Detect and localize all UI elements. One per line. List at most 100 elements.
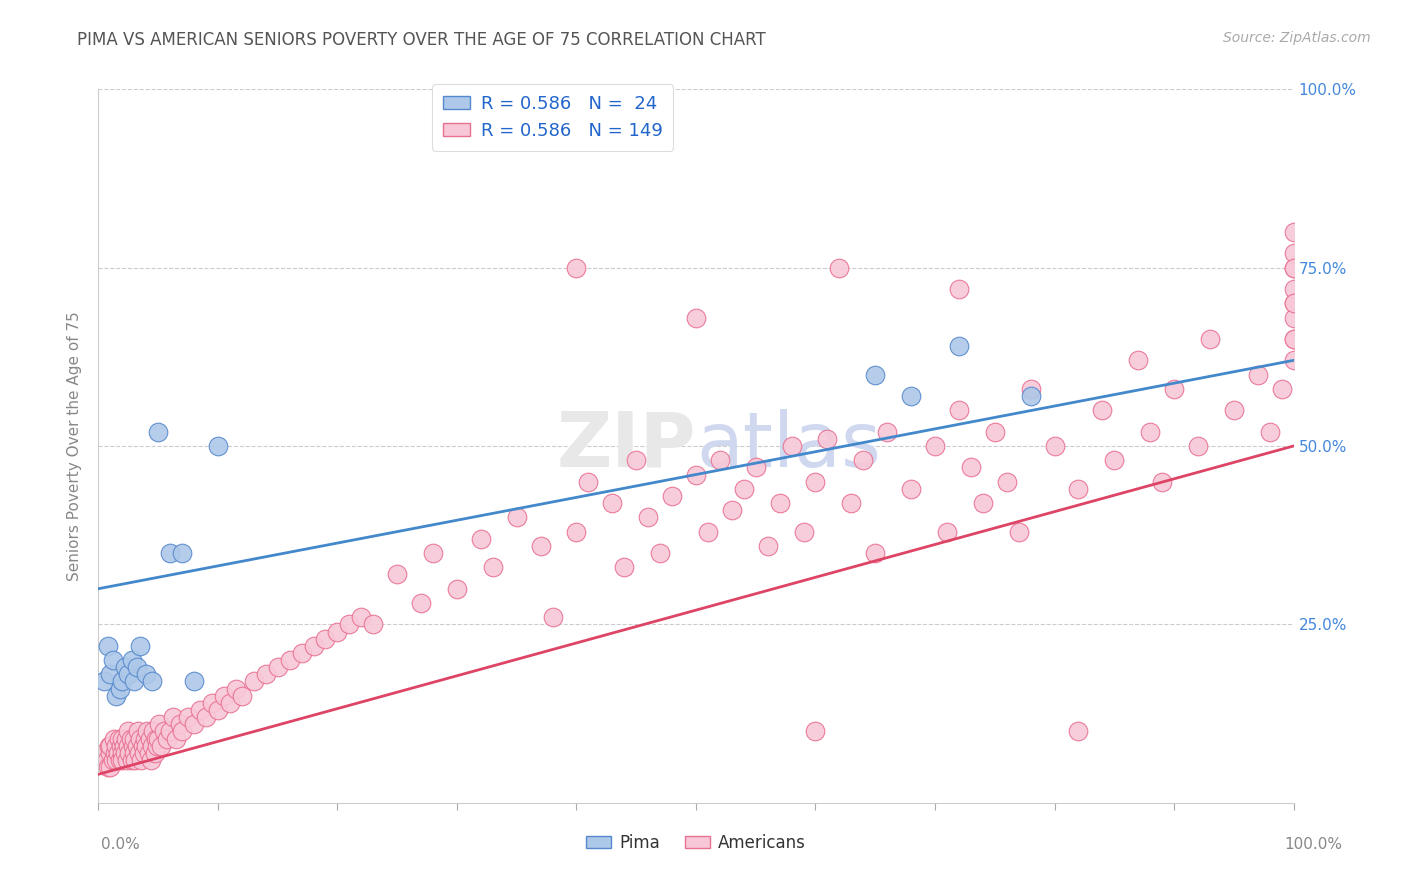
Point [865,546,887,560]
Point [117,724,139,739]
Point [363,617,385,632]
Point [114,746,136,760]
Point [124,674,146,689]
Point [1019,389,1042,403]
Point [111,753,134,767]
Point [98,667,122,681]
Point [207,439,229,453]
Text: PIMA VS AMERICAN SENIORS POVERTY OVER THE AGE OF 75 CORRELATION CHART: PIMA VS AMERICAN SENIORS POVERTY OVER TH… [77,31,766,49]
Point [142,724,165,739]
Point [1282,260,1305,275]
Point [385,567,409,582]
Point [104,746,127,760]
Point [117,739,139,753]
Point [745,460,768,475]
Point [111,746,134,760]
Point [1223,403,1246,417]
Point [972,496,994,510]
Point [159,724,181,739]
Point [1282,282,1305,296]
Point [141,739,163,753]
Point [132,746,155,760]
Point [115,753,138,767]
Point [1128,353,1150,368]
Point [709,453,731,467]
Point [127,724,149,739]
Point [648,546,672,560]
Point [948,282,970,296]
Point [155,731,177,746]
Point [685,310,707,325]
Point [117,667,139,681]
Point [793,524,815,539]
Point [183,674,205,689]
Point [103,731,125,746]
Point [1282,310,1305,325]
Point [149,739,172,753]
Point [326,624,349,639]
Point [114,660,136,674]
Point [530,539,553,553]
Point [101,753,124,767]
Point [278,653,301,667]
Point [124,753,146,767]
Point [1091,403,1114,417]
Point [578,475,600,489]
Point [162,710,184,724]
Point [876,425,898,439]
Point [685,467,707,482]
Point [733,482,755,496]
Point [339,617,361,632]
Point [1282,353,1305,368]
Point [159,546,181,560]
Point [143,746,166,760]
Point [841,496,863,510]
Point [1282,296,1305,310]
Point [900,389,922,403]
Point [565,524,588,539]
Point [225,681,247,696]
Point [506,510,529,524]
Point [291,646,314,660]
Text: ZIP: ZIP [557,409,696,483]
Point [661,489,683,503]
Point [1258,425,1281,439]
Point [96,753,118,767]
Point [146,739,169,753]
Point [98,739,121,753]
Point [1282,246,1305,260]
Point [602,496,624,510]
Point [120,731,142,746]
Point [541,610,564,624]
Point [780,439,803,453]
Point [135,739,157,753]
Point [1067,724,1090,739]
Point [267,660,290,674]
Point [122,739,145,753]
Point [165,731,187,746]
Point [98,760,122,774]
Point [900,482,922,496]
Point [1271,382,1294,396]
Point [93,746,115,760]
Point [411,596,433,610]
Point [768,496,790,510]
Point [141,674,163,689]
Text: 100.0%: 100.0% [1285,838,1343,852]
Text: atlas: atlas [696,409,880,483]
Point [1104,453,1126,467]
Point [243,674,266,689]
Legend: Pima, Americans: Pima, Americans [579,828,813,859]
Point [995,475,1018,489]
Point [1008,524,1031,539]
Point [111,674,134,689]
Point [960,460,983,475]
Point [804,475,827,489]
Point [626,453,648,467]
Point [637,510,659,524]
Text: Source: ZipAtlas.com: Source: ZipAtlas.com [1223,31,1371,45]
Point [936,524,959,539]
Point [105,739,128,753]
Point [1187,439,1209,453]
Point [231,689,253,703]
